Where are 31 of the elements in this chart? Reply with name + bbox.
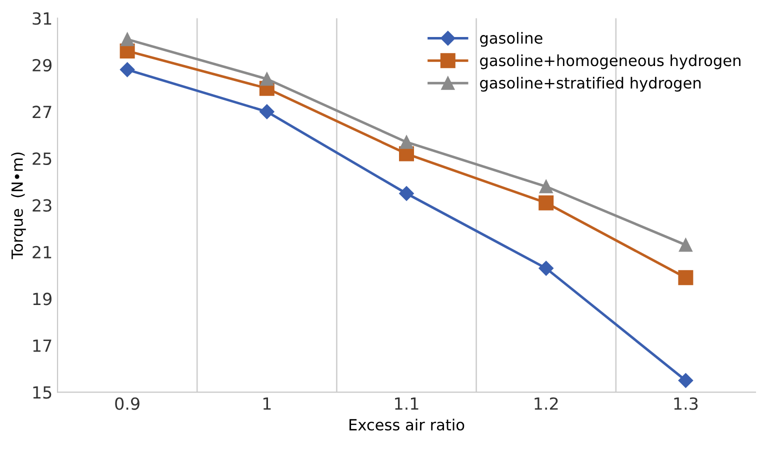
x-tick-label: 1: [263, 398, 271, 410]
y-tick-label: 27: [32, 106, 52, 118]
y-tick-label: 25: [32, 152, 52, 166]
y-tick-label: 19: [33, 292, 52, 306]
x-axis-title: Excess air ratio: [350, 418, 464, 431]
legend-label: gasoline+homogeneous hydrogen: [480, 54, 740, 70]
point: [678, 270, 694, 286]
point: [678, 238, 693, 252]
legend-label: gasoline: [480, 32, 542, 47]
point: [259, 104, 274, 120]
point: [539, 180, 553, 194]
legend-label: gasoline+stratified hydrogen: [480, 76, 701, 92]
point: [538, 195, 554, 210]
point: [678, 373, 694, 388]
y-tick-label: 23: [32, 199, 52, 212]
y-axis-title: Torque (N•m): [11, 152, 26, 260]
x-tick-label: 1.1: [395, 398, 418, 410]
y-tick-label: 17: [33, 340, 52, 352]
point: [538, 260, 554, 276]
point: [120, 62, 135, 78]
y-tick-label: 29: [32, 58, 52, 72]
y-tick-label: 15: [33, 386, 52, 399]
x-tick-label: 1.2: [534, 397, 558, 410]
y-tick-label: 21: [32, 246, 52, 258]
point: [400, 135, 414, 149]
point: [120, 32, 134, 46]
x-tick-label: 0.9: [115, 397, 140, 410]
point: [260, 72, 274, 86]
point: [399, 186, 414, 201]
y-tick-label: 31: [32, 12, 52, 25]
x-tick-label: 1.3: [674, 397, 698, 410]
